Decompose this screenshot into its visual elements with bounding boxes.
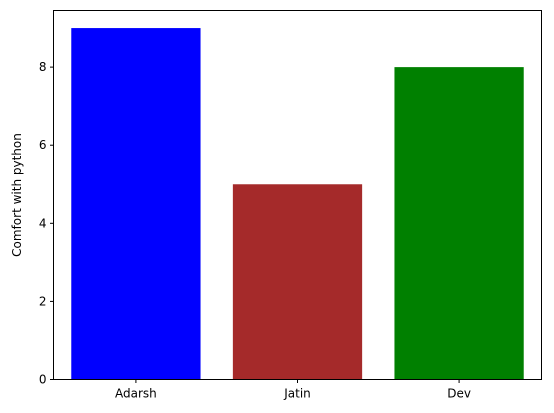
y-tick-label: 4 <box>39 216 47 230</box>
plot-frame <box>53 10 542 380</box>
y-axis-label: Comfort with python <box>10 133 24 257</box>
y-tick-label: 2 <box>39 294 47 308</box>
y-tick-label: 0 <box>39 373 47 387</box>
y-tick-label: 8 <box>39 60 47 74</box>
x-tick-label-adarsh: Adarsh <box>115 387 157 401</box>
x-tick-label-dev: Dev <box>447 387 471 401</box>
y-tick-label: 6 <box>39 138 47 152</box>
x-tick-label-jatin: Jatin <box>283 387 311 401</box>
y-axis: 0 2 4 6 8 <box>39 60 54 387</box>
bars-group <box>71 28 524 380</box>
bar-adarsh <box>71 28 201 380</box>
bar-jatin <box>232 184 363 380</box>
x-axis: Adarsh Jatin Dev <box>115 379 471 401</box>
bar-dev <box>394 67 524 380</box>
